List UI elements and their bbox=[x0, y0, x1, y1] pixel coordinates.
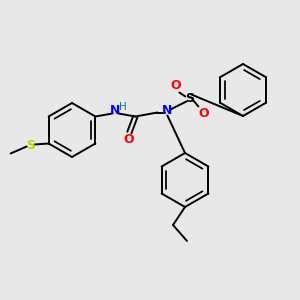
Text: H: H bbox=[118, 101, 126, 112]
Text: S: S bbox=[185, 92, 194, 105]
Text: S: S bbox=[26, 139, 35, 152]
Text: O: O bbox=[170, 79, 181, 92]
Text: N: N bbox=[162, 104, 172, 117]
Text: O: O bbox=[198, 107, 209, 120]
Text: O: O bbox=[123, 133, 134, 146]
Text: N: N bbox=[110, 104, 121, 117]
